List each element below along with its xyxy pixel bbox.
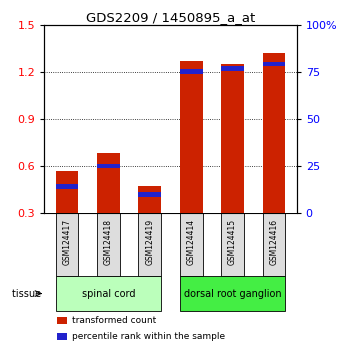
Bar [180, 276, 285, 312]
Bar [263, 213, 285, 276]
Text: transformed count: transformed count [72, 316, 156, 325]
Bar [180, 213, 203, 276]
Bar [138, 213, 161, 276]
Bar [180, 69, 203, 74]
Bar [263, 62, 285, 66]
Bar [56, 276, 161, 312]
Bar [221, 213, 244, 276]
Text: GSM124418: GSM124418 [104, 219, 113, 265]
Text: GSM124416: GSM124416 [269, 219, 278, 266]
Bar [57, 333, 67, 340]
Bar [138, 186, 161, 213]
Bar [56, 213, 78, 276]
Text: GSM124414: GSM124414 [187, 219, 196, 266]
Text: spinal cord: spinal cord [82, 289, 135, 298]
Bar [221, 64, 244, 213]
Bar [56, 184, 78, 189]
Bar [180, 61, 203, 213]
Text: GSM124417: GSM124417 [63, 219, 72, 266]
Bar [97, 153, 120, 213]
Bar [56, 171, 78, 213]
Bar [97, 164, 120, 169]
Text: dorsal root ganglion: dorsal root ganglion [184, 289, 281, 298]
Bar [138, 192, 161, 196]
Bar [97, 213, 120, 276]
Title: GDS2209 / 1450895_a_at: GDS2209 / 1450895_a_at [86, 11, 255, 24]
Bar [57, 317, 67, 324]
Text: GSM124415: GSM124415 [228, 219, 237, 266]
Bar [221, 66, 244, 71]
Bar [263, 53, 285, 213]
Text: tissue: tissue [13, 289, 45, 298]
Text: GSM124419: GSM124419 [145, 219, 154, 266]
Text: percentile rank within the sample: percentile rank within the sample [72, 332, 225, 341]
